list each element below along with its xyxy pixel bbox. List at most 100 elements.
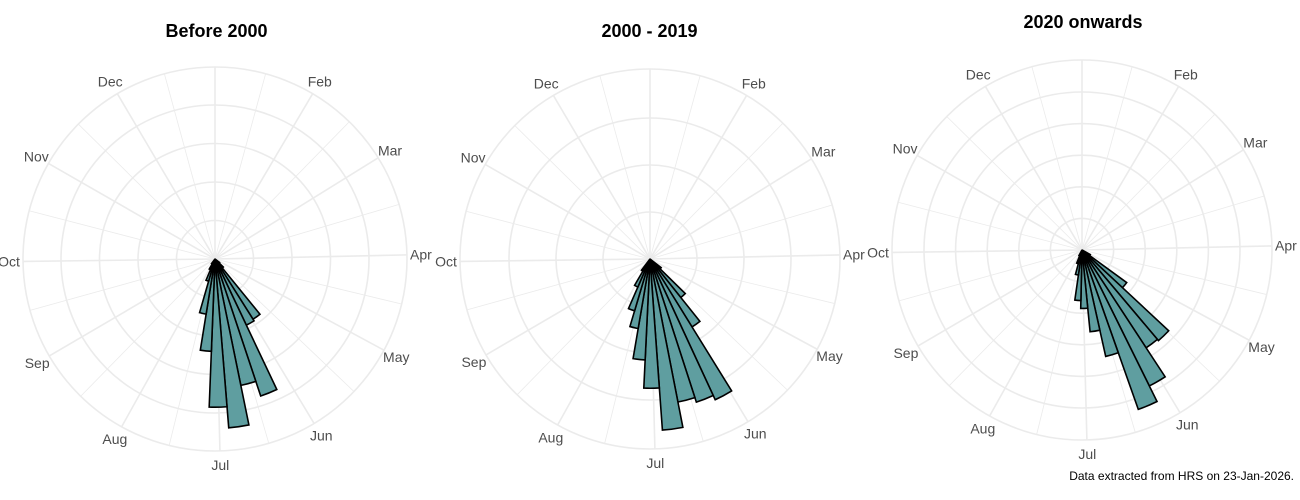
polar-bar — [1079, 249, 1089, 310]
grid-spoke-major — [48, 162, 216, 260]
grid-spoke-major — [552, 95, 651, 260]
polar-chart-2000-2019: Feb Mar Apr May Jun Jul Aug Sep Oct Nov Dec — [435, 68, 865, 471]
polar-bar — [649, 258, 715, 404]
grid-spoke-minor — [516, 258, 651, 396]
month-label-jul: Jul — [646, 455, 664, 471]
panel-title: 2020 onwards — [1023, 12, 1143, 32]
month-label-sep: Sep — [461, 354, 486, 370]
grid-spoke-major — [116, 93, 216, 260]
month-label-jun: Jun — [310, 427, 333, 443]
grid-spoke-minor — [1081, 66, 1133, 251]
month-label-apr: Apr — [1275, 238, 1297, 254]
polar-bar — [1077, 249, 1083, 257]
grid-spoke-minor — [1036, 249, 1083, 435]
month-label-nov: Nov — [461, 150, 486, 166]
month-label-apr: Apr — [410, 247, 432, 263]
grid-spoke-major — [892, 249, 1083, 254]
grid-spoke-major — [48, 258, 216, 357]
grid-spoke-minor — [898, 249, 1083, 302]
grid-spoke-major — [1081, 249, 1250, 341]
month-label-jun: Jun — [744, 426, 767, 442]
grid-spoke-minor — [649, 258, 835, 304]
grid-spoke-minor — [514, 125, 651, 260]
month-label-mar: Mar — [1243, 134, 1267, 150]
grid-spoke-minor — [214, 258, 355, 392]
month-label-apr: Apr — [843, 247, 865, 263]
grid-spoke-major — [485, 258, 651, 356]
month-label-feb: Feb — [1174, 66, 1198, 82]
polar-bar — [1081, 249, 1159, 411]
grid-spoke-major — [1081, 149, 1244, 251]
grid-spoke-minor — [948, 249, 1083, 387]
month-label-oct: Oct — [0, 254, 20, 270]
grid-spoke-major — [649, 258, 818, 350]
grid-spoke-major — [556, 258, 651, 426]
polar-bar — [640, 258, 651, 273]
data-source-footnote: Data extracted from HRS on 23-Jan-2026. — [1069, 469, 1294, 483]
grid-spoke-minor — [1081, 113, 1216, 251]
grid-spoke-major — [988, 249, 1083, 417]
polar-chart-before-2000: Feb Mar Apr May Jun Jul Aug Sep Oct Nov Dec — [0, 66, 432, 473]
polar-bar — [649, 258, 684, 431]
grid-spoke-minor — [29, 210, 216, 260]
month-label-sep: Sep — [25, 355, 50, 371]
polar-chart-2020-onwards: Feb Mar Apr May Jun Jul Aug Sep Oct Nov Dec — [867, 59, 1297, 462]
grid-spoke-minor — [214, 258, 402, 305]
month-label-sep: Sep — [893, 345, 918, 361]
grid-spoke-minor — [214, 73, 267, 260]
month-label-jul: Jul — [1078, 446, 1096, 462]
polar-bar — [649, 258, 733, 401]
panel-title: Before 2000 — [165, 21, 268, 41]
grid-spoke-minor — [29, 258, 216, 311]
grid-spoke-major — [120, 258, 216, 428]
month-label-nov: Nov — [893, 141, 918, 157]
month-label-dec: Dec — [534, 75, 559, 91]
polar-bar — [1081, 249, 1170, 342]
grid-spoke-major — [214, 93, 314, 260]
grid-spoke-minor — [163, 73, 216, 260]
grid-spoke-major — [214, 157, 379, 260]
month-label-may: May — [383, 349, 409, 365]
grid-spoke-minor — [946, 116, 1083, 251]
grid-spoke-major — [984, 86, 1083, 251]
grid-spoke-major — [23, 258, 216, 263]
month-label-feb: Feb — [308, 74, 332, 90]
polar-bar — [642, 258, 661, 390]
panel-title: 2000 - 2019 — [601, 21, 698, 41]
grid-spoke-minor — [465, 210, 651, 260]
grid-spoke-major — [649, 95, 748, 260]
month-label-dec: Dec — [966, 66, 991, 82]
polar-bar — [1081, 249, 1120, 358]
grid-spoke-minor — [80, 258, 216, 397]
grid-spoke-major — [649, 254, 840, 260]
month-label-mar: Mar — [378, 142, 402, 158]
polar-bar — [214, 258, 278, 397]
month-label-aug: Aug — [538, 429, 563, 445]
month-label-aug: Aug — [970, 420, 995, 436]
grid-spoke-major — [484, 163, 651, 260]
month-label-dec: Dec — [98, 74, 123, 90]
grid-spoke-minor — [649, 204, 833, 260]
panel-2020-onwards: 2020 onwards Feb Mar Apr May Jun Jul Aug Sep Oct… — [866, 0, 1300, 500]
grid-spoke-minor — [78, 123, 216, 260]
grid-spoke-major — [214, 254, 407, 260]
grid-spoke-minor — [599, 75, 651, 260]
grid-spoke-major — [214, 258, 385, 351]
polar-bar — [214, 258, 250, 429]
grid-spoke-minor — [214, 121, 350, 260]
month-label-jul: Jul — [211, 457, 229, 473]
month-label-mar: Mar — [811, 143, 835, 159]
grid-spoke-minor — [466, 258, 651, 311]
grid-spoke-minor — [1081, 195, 1265, 251]
grid-spoke-major — [649, 158, 812, 260]
month-label-jun: Jun — [1176, 417, 1199, 433]
grid-spoke-major — [916, 154, 1083, 251]
grid-spoke-major — [1081, 245, 1272, 251]
grid-spoke-minor — [1031, 66, 1083, 251]
polar-bar — [210, 258, 216, 266]
panel-2000-2019: 2000 - 2019 Feb Mar Apr May Jun Jul Aug Sep Oct N… — [433, 0, 866, 500]
grid-spoke-major — [460, 258, 651, 263]
grid-spoke-major — [1081, 86, 1180, 251]
month-label-nov: Nov — [24, 149, 49, 165]
panel-before-2000: Before 2000 Feb Mar Apr May Jun Jul Aug Sep Oct N… — [0, 0, 433, 500]
